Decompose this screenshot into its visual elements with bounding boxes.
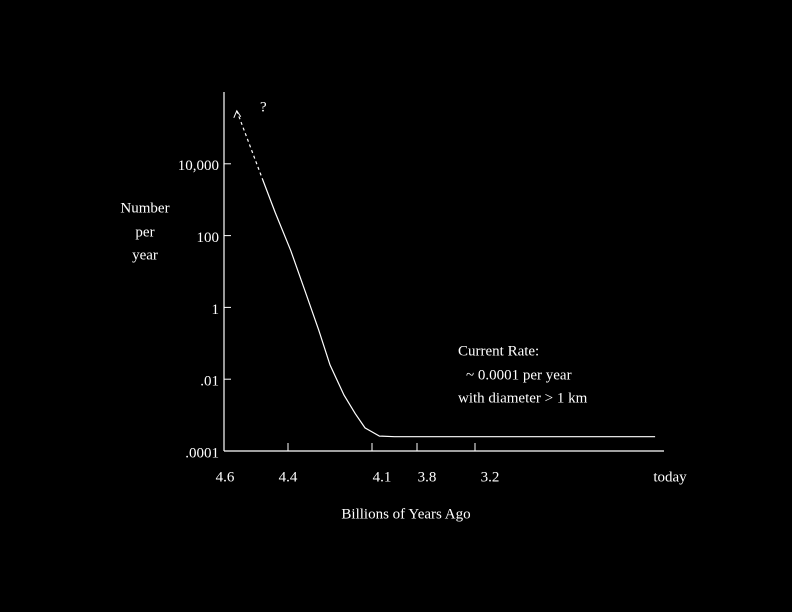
y-tick-label: 1 bbox=[212, 302, 220, 318]
x-tick-label: 4.6 bbox=[216, 469, 235, 485]
y-axis-label: Number bbox=[120, 200, 169, 216]
annotation: with diameter > 1 km bbox=[458, 390, 588, 406]
annotation: ? bbox=[260, 99, 267, 115]
x-tick-label: 3.8 bbox=[418, 469, 437, 485]
x-axis-label: Billions of Years Ago bbox=[341, 506, 470, 522]
annotation: Current Rate: bbox=[458, 343, 539, 359]
y-tick-label: .0001 bbox=[185, 445, 219, 461]
x-tick-label: 4.1 bbox=[373, 469, 392, 485]
arrow-head bbox=[233, 109, 242, 118]
annotation: ~ 0.0001 per year bbox=[466, 367, 572, 383]
y-tick-label: .01 bbox=[200, 374, 219, 390]
x-tick-label: 3.2 bbox=[481, 469, 500, 485]
y-tick-label: 100 bbox=[197, 230, 220, 246]
x-tick-label: 4.4 bbox=[279, 469, 298, 485]
curve bbox=[261, 178, 656, 438]
curve bbox=[236, 110, 263, 180]
y-axis-label: per bbox=[135, 224, 154, 240]
y-tick-label: 10,000 bbox=[178, 158, 219, 174]
x-tick-label: today bbox=[653, 469, 687, 485]
y-axis-label: year bbox=[132, 247, 158, 263]
